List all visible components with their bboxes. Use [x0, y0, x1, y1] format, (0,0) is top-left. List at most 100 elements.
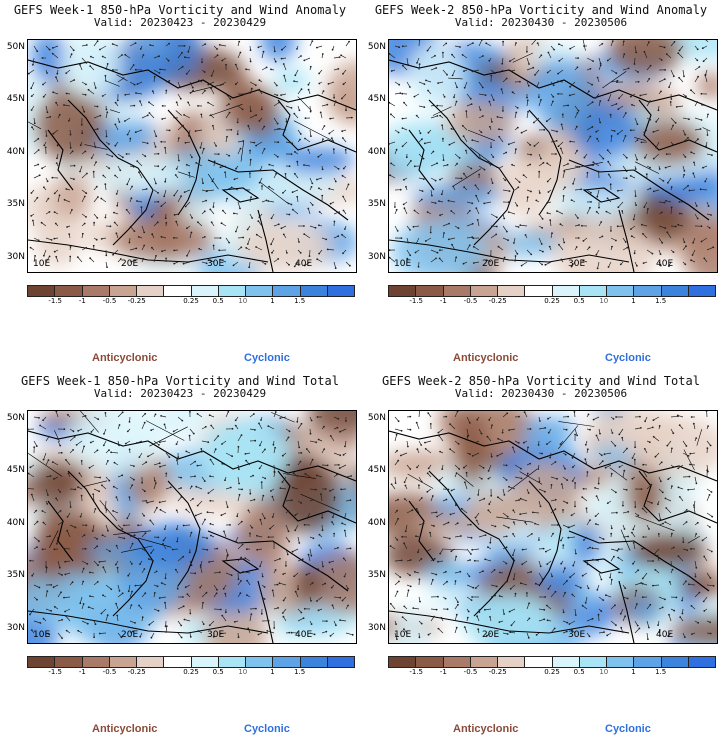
longitude-label: 40E — [656, 259, 674, 269]
latitude-label: 35N — [367, 199, 386, 209]
colorbar-label: 1.5 — [294, 668, 306, 676]
colorbar-label: -1.5 — [409, 297, 423, 305]
longitude-label: 10E — [394, 630, 412, 640]
latitude-label: 45N — [6, 465, 25, 475]
colorbar-swatch — [525, 286, 553, 296]
panel-valid-dates: Valid: 20230430 - 20230506 — [454, 16, 628, 29]
colorbar-swatch — [82, 657, 110, 667]
colorbar-swatch — [634, 286, 662, 296]
longitude-label: 30E — [207, 630, 225, 640]
colorbar-label: -1 — [439, 297, 447, 305]
colorbar-swatch — [389, 657, 417, 667]
colorbar-label: -0.25 — [127, 297, 146, 305]
colorbar-label: 1 — [631, 297, 636, 305]
colorbar-label: -0.25 — [127, 668, 146, 676]
map-panel-4: GEFS Week-2 850-hPa Vorticity and Wind T… — [361, 371, 722, 742]
latitude-label: 50N — [6, 42, 25, 52]
wind-scale-label: 10 — [599, 297, 609, 305]
anticyclonic-legend-label: Anticyclonic — [92, 352, 158, 364]
colorbar-label: 0.25 — [544, 668, 560, 676]
vorticity-wind-map — [27, 39, 357, 273]
vorticity-wind-map — [388, 410, 718, 644]
colorbar-swatch — [300, 286, 328, 296]
colorbar-label: -0.25 — [488, 297, 507, 305]
vorticity-wind-map — [388, 39, 718, 273]
latitude-label: 40N — [6, 147, 25, 157]
colorbar-swatch — [191, 657, 219, 667]
colorbar-label: 0.25 — [544, 297, 560, 305]
colorbar-swatch — [327, 657, 354, 667]
panel-valid-dates: Valid: 20230423 - 20230429 — [93, 387, 267, 400]
longitude-label: 10E — [394, 259, 412, 269]
colorbar-swatch — [443, 286, 471, 296]
colorbar-swatch — [607, 657, 635, 667]
colorbar-swatch — [661, 657, 689, 667]
colorbar-swatch — [498, 286, 526, 296]
longitude-label: 20E — [121, 630, 139, 640]
latitude-label: 35N — [6, 199, 25, 209]
colorbar-swatch — [416, 286, 444, 296]
colorbar-swatch — [300, 657, 328, 667]
colorbar-label: -1.5 — [48, 668, 62, 676]
longitude-label: 30E — [568, 630, 586, 640]
colorbar-swatch — [82, 286, 110, 296]
colorbar-label: 0.25 — [183, 297, 199, 305]
colorbar-swatch — [28, 286, 56, 296]
latitude-label: 40N — [6, 518, 25, 528]
anticyclonic-legend-label: Anticyclonic — [92, 723, 158, 735]
colorbar-swatch — [607, 286, 635, 296]
colorbar-label: 1 — [270, 668, 275, 676]
colorbar-swatch — [552, 286, 580, 296]
colorbar-label: 0.5 — [573, 297, 585, 305]
longitude-label: 10E — [33, 259, 51, 269]
colorbar-swatch — [579, 286, 607, 296]
colorbar-label: 0.25 — [183, 668, 199, 676]
colorbar-swatch — [688, 657, 715, 667]
latitude-label: 50N — [6, 413, 25, 423]
colorbar-label: -1.5 — [409, 668, 423, 676]
colorbar-label: 1.5 — [655, 668, 667, 676]
panel-title: GEFS Week-2 850-hPa Vorticity and Wind A… — [374, 3, 708, 17]
vorticity-wind-map — [27, 410, 357, 644]
colorbar-label: -0.5 — [463, 668, 478, 676]
colorbar-swatch — [498, 657, 526, 667]
latitude-label: 40N — [367, 147, 386, 157]
colorbar-swatch — [218, 657, 246, 667]
colorbar-label: 1.5 — [655, 297, 667, 305]
latitude-label: 40N — [367, 518, 386, 528]
colorbar-label: 0.5 — [212, 297, 224, 305]
colorbar-swatch — [634, 657, 662, 667]
colorbar-swatch — [661, 286, 689, 296]
vorticity-colorbar — [27, 656, 355, 668]
longitude-label: 20E — [121, 259, 139, 269]
colorbar-label: -1.5 — [48, 297, 62, 305]
colorbar-swatch — [28, 657, 56, 667]
panel-valid-dates: Valid: 20230430 - 20230506 — [454, 387, 628, 400]
latitude-label: 45N — [6, 94, 25, 104]
vorticity-colorbar — [388, 656, 716, 668]
map-panel-3: GEFS Week-1 850-hPa Vorticity and Wind T… — [0, 371, 361, 742]
longitude-label: 40E — [295, 630, 313, 640]
panel-valid-dates: Valid: 20230423 - 20230429 — [93, 16, 267, 29]
colorbar-label: -0.5 — [463, 297, 478, 305]
colorbar-label: -0.5 — [102, 668, 117, 676]
latitude-label: 35N — [367, 570, 386, 580]
colorbar-label: 0.5 — [212, 668, 224, 676]
colorbar-label: -1 — [78, 668, 86, 676]
latitude-label: 45N — [367, 465, 386, 475]
colorbar-swatch — [327, 286, 354, 296]
colorbar-label: -1 — [439, 668, 447, 676]
latitude-label: 45N — [367, 94, 386, 104]
colorbar-swatch — [470, 657, 498, 667]
colorbar-swatch — [55, 657, 83, 667]
cyclonic-legend-label: Cyclonic — [605, 352, 651, 364]
panel-title: GEFS Week-1 850-hPa Vorticity and Wind A… — [13, 3, 347, 17]
vorticity-colorbar — [388, 285, 716, 297]
latitude-label: 50N — [367, 413, 386, 423]
colorbar-swatch — [273, 657, 301, 667]
longitude-label: 40E — [295, 259, 313, 269]
panel-title: GEFS Week-1 850-hPa Vorticity and Wind T… — [21, 374, 339, 388]
latitude-label: 30N — [6, 623, 25, 633]
anticyclonic-legend-label: Anticyclonic — [453, 352, 519, 364]
colorbar-label: -0.5 — [102, 297, 117, 305]
